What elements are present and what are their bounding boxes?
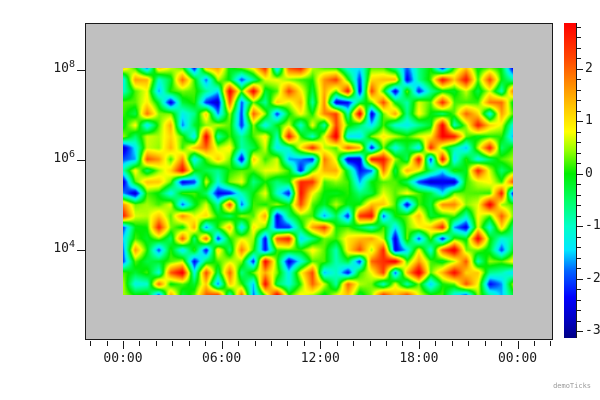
x-minor-tick xyxy=(336,341,338,346)
x-minor-tick xyxy=(451,341,453,346)
x-minor-tick xyxy=(386,341,388,346)
colorbar-minor-tick xyxy=(577,215,581,217)
x-tick-label: 06:00 xyxy=(202,351,242,366)
colorbar-major-tick xyxy=(577,331,583,333)
colorbar-minor-tick xyxy=(577,299,581,301)
colorbar-minor-tick xyxy=(577,131,581,133)
y-tick xyxy=(77,160,85,161)
x-minor-tick xyxy=(501,341,503,346)
colorbar-tick-label: 2 xyxy=(585,60,593,76)
colorbar-minor-tick xyxy=(577,26,581,28)
x-minor-tick xyxy=(534,341,535,346)
y-tick-label: 104 xyxy=(53,239,75,256)
colorbar-major-tick xyxy=(577,226,583,228)
y-tick xyxy=(77,70,85,71)
x-tick-label: 00:00 xyxy=(103,351,143,366)
x-minor-tick xyxy=(468,341,470,346)
x-minor-tick xyxy=(155,341,157,346)
colorbar-tick-label: 0 xyxy=(585,165,593,181)
colorbar-minor-tick xyxy=(577,268,581,270)
x-tick-label: 12:00 xyxy=(300,351,340,366)
colorbar-minor-tick xyxy=(577,163,581,165)
x-major-tick xyxy=(221,341,223,349)
x-minor-tick xyxy=(369,341,371,346)
y-tick-exponent: 6 xyxy=(68,149,75,160)
colorbar-minor-tick xyxy=(577,110,581,112)
colorbar-minor-tick xyxy=(577,89,581,91)
colorbar-minor-tick xyxy=(577,100,581,102)
colorbar-minor-tick xyxy=(577,289,581,291)
colorbar-minor-tick xyxy=(577,194,581,196)
x-minor-tick xyxy=(270,341,272,346)
colorbar-minor-tick xyxy=(577,58,581,60)
colorbar-tick-label: -2 xyxy=(585,270,600,286)
x-minor-tick xyxy=(188,341,190,346)
x-minor-tick xyxy=(287,341,289,346)
colorbar-minor-tick xyxy=(577,205,581,207)
colorbar-minor-tick xyxy=(577,257,581,259)
colorbar-minor-tick xyxy=(577,79,581,81)
colorbar-minor-tick xyxy=(577,320,581,322)
colorbar-minor-tick xyxy=(577,142,581,144)
colorbar-minor-tick xyxy=(577,47,581,49)
x-minor-tick xyxy=(254,341,256,346)
colorbar-minor-tick xyxy=(577,184,581,186)
colorbar-major-tick xyxy=(577,121,583,123)
colorbar-tick-label: -1 xyxy=(585,218,600,234)
x-minor-tick xyxy=(172,341,174,346)
heatmap-canvas xyxy=(123,68,513,295)
x-major-tick xyxy=(123,341,124,349)
colorbar-major-tick xyxy=(577,278,583,280)
x-minor-tick xyxy=(106,341,108,346)
colorbar-minor-tick xyxy=(577,247,581,249)
x-tick-label: 00:00 xyxy=(497,351,538,366)
y-tick-label: 108 xyxy=(53,59,75,76)
x-major-tick xyxy=(517,341,519,349)
x-minor-tick xyxy=(238,341,240,346)
y-tick-exponent: 8 xyxy=(68,59,75,70)
colorbar-major-tick xyxy=(577,173,583,175)
y-tick-label: 106 xyxy=(53,149,75,166)
colorbar-major-tick xyxy=(577,68,583,70)
x-tick-label: 18:00 xyxy=(399,351,439,366)
x-major-tick xyxy=(418,341,420,349)
x-minor-tick xyxy=(353,341,355,346)
x-minor-tick xyxy=(550,341,552,346)
x-minor-tick xyxy=(484,341,486,346)
colorbar-tick-label: 1 xyxy=(585,113,593,129)
colorbar-tick-label: -3 xyxy=(585,323,600,339)
x-minor-tick xyxy=(205,341,207,346)
x-minor-tick xyxy=(303,341,305,346)
x-minor-tick xyxy=(402,341,404,346)
x-minor-tick xyxy=(435,341,437,346)
y-tick-exponent: 4 xyxy=(68,239,75,250)
x-minor-tick xyxy=(139,341,141,346)
x-major-tick xyxy=(320,341,322,349)
colorbar-minor-tick xyxy=(577,37,581,39)
colorbar-minor-tick xyxy=(577,310,581,312)
colorbar xyxy=(564,23,577,338)
footer-note: demoTicks xyxy=(553,382,591,390)
colorbar-minor-tick xyxy=(577,236,581,238)
colorbar-minor-tick xyxy=(577,152,581,154)
y-tick xyxy=(77,250,85,251)
x-minor-tick xyxy=(90,341,92,346)
